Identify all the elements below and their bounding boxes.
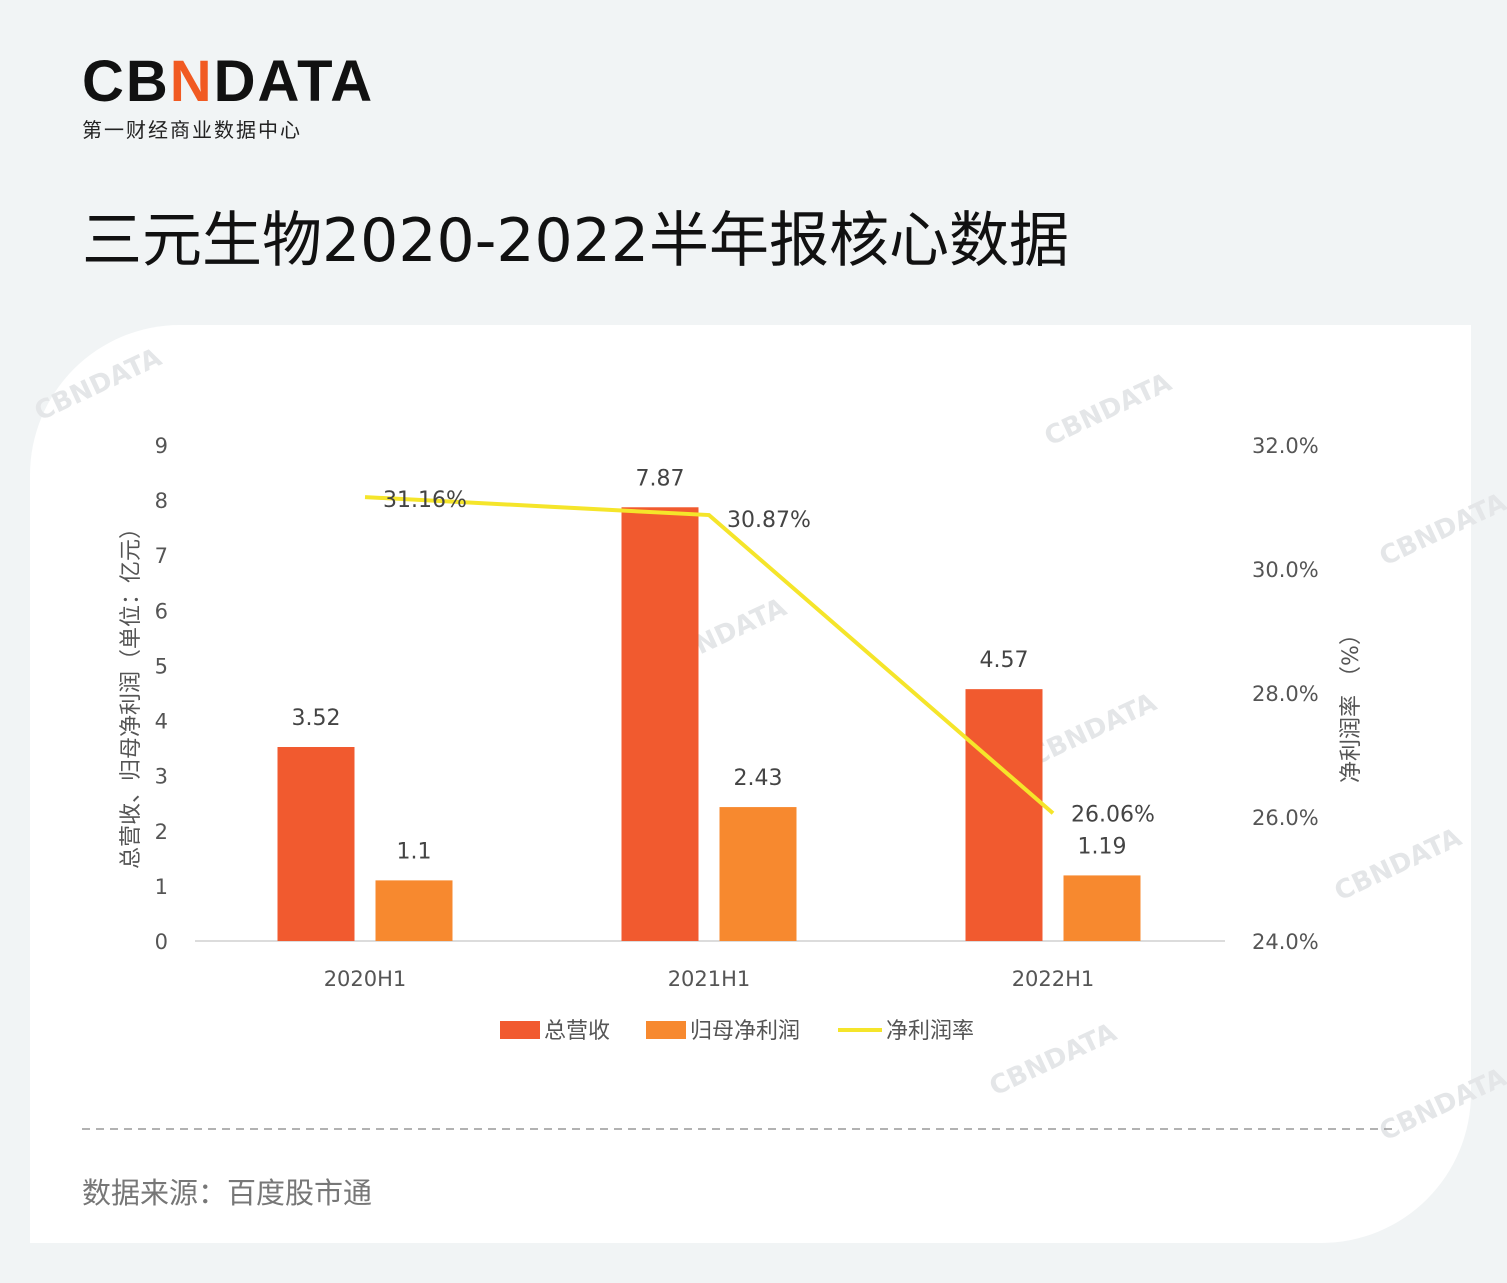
legend-swatch-net-profit xyxy=(646,1021,686,1039)
y-tick-label: 2 xyxy=(155,820,168,844)
line-net-margin xyxy=(364,495,1055,815)
logo: CBNDATA 第一财经商业数据中心 xyxy=(82,52,374,143)
logo-text: CBNDATA xyxy=(82,49,375,114)
bar-data-label: 2.43 xyxy=(734,766,783,791)
bar-data-label: 3.52 xyxy=(292,706,341,731)
y-tick-label: 5 xyxy=(155,654,168,678)
bar-data-label: 1.19 xyxy=(1078,834,1127,859)
y2-tick-label: 24.0% xyxy=(1252,930,1319,954)
data-source: 数据来源：百度股市通 xyxy=(82,1176,373,1210)
y-tick-label: 4 xyxy=(155,710,168,734)
y-tick-label: 8 xyxy=(155,489,168,513)
legend-label: 总营收 xyxy=(544,1019,610,1044)
y-tick-label: 7 xyxy=(155,544,168,568)
bar-revenue xyxy=(965,689,1043,941)
bar-net-profit xyxy=(1063,875,1141,941)
x-tick-label: 2020H1 xyxy=(324,967,407,991)
bar-net-profit xyxy=(375,880,453,941)
logo-subtitle: 第一财经商业数据中心 xyxy=(82,118,302,142)
x-tick-label: 2021H1 xyxy=(668,967,751,991)
legend-swatch-revenue xyxy=(500,1021,540,1039)
y-tick-label: 3 xyxy=(155,765,168,789)
bar-net-profit xyxy=(719,807,797,941)
legend-label: 净利润率 xyxy=(886,1019,974,1044)
bar-data-label: 7.87 xyxy=(636,466,685,491)
line-data-label: 26.06% xyxy=(1071,802,1155,827)
chart-card xyxy=(30,325,1471,1243)
page-title: 三元生物2020-2022半年报核心数据 xyxy=(82,206,1070,276)
x-tick-label: 2022H1 xyxy=(1012,967,1095,991)
y-axis-label: 总营收、归母净利润（单位：亿元） xyxy=(119,517,144,869)
bar-revenue xyxy=(277,747,355,941)
legend-label: 归母净利润 xyxy=(690,1019,800,1044)
y2-tick-label: 32.0% xyxy=(1252,434,1319,458)
y-tick-label: 9 xyxy=(155,434,168,458)
y2-axis-label: 净利润率 （%） xyxy=(1339,623,1364,783)
y-tick-label: 0 xyxy=(155,930,168,954)
y-tick-label: 1 xyxy=(155,875,168,899)
bar-data-label: 4.57 xyxy=(980,648,1029,673)
y2-tick-label: 28.0% xyxy=(1252,682,1319,706)
y-tick-label: 6 xyxy=(155,599,168,623)
y2-tick-label: 30.0% xyxy=(1252,558,1319,582)
bar-revenue xyxy=(621,507,699,941)
y2-tick-label: 26.0% xyxy=(1252,806,1319,830)
line-data-label: 30.87% xyxy=(727,508,811,533)
line-data-label: 31.16% xyxy=(383,488,467,513)
bar-data-label: 1.1 xyxy=(397,839,432,864)
